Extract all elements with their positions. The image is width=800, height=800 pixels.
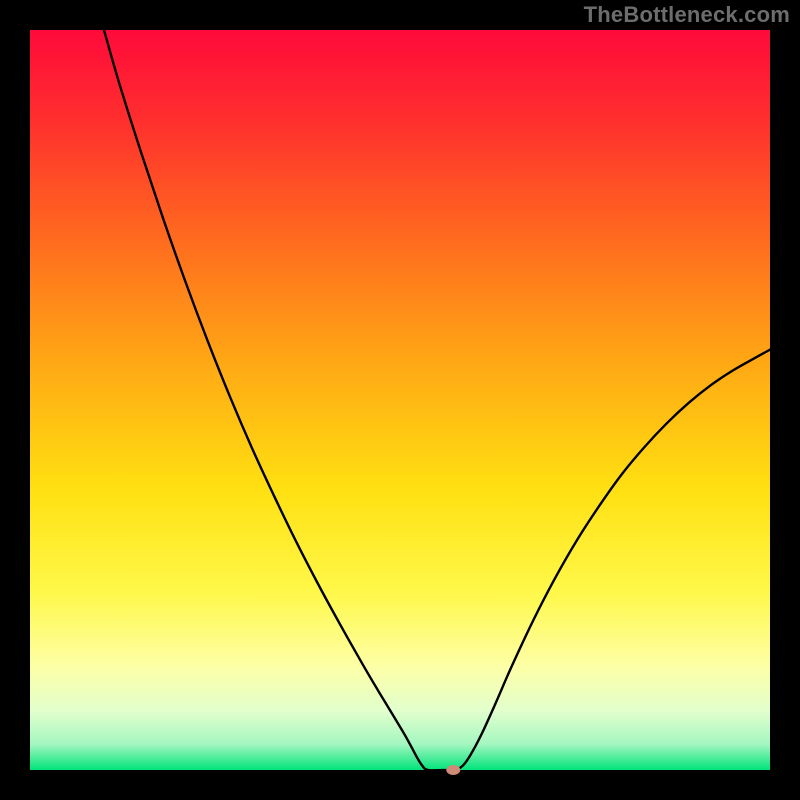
plot-background bbox=[30, 30, 770, 770]
chart-svg bbox=[0, 0, 800, 800]
chart-stage: TheBottleneck.com bbox=[0, 0, 800, 800]
watermark-text: TheBottleneck.com bbox=[584, 2, 790, 28]
optimum-marker bbox=[446, 765, 460, 775]
